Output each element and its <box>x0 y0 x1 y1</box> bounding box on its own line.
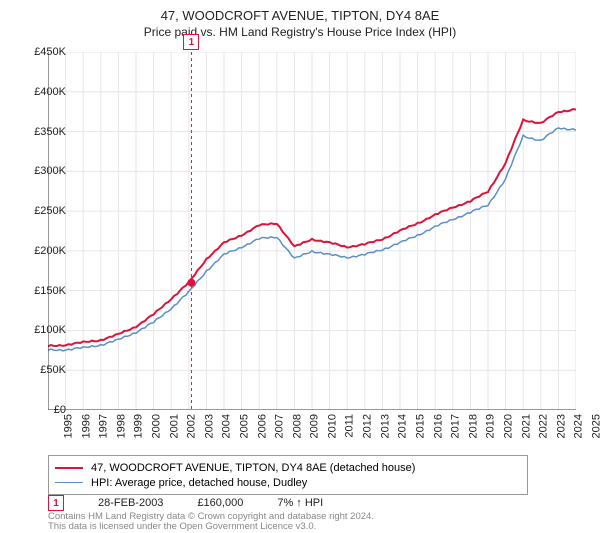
x-axis-tick-label: 2007 <box>274 414 286 438</box>
arrow-up-icon: ↑ <box>296 497 302 509</box>
footer-line1: Contains HM Land Registry data © Crown c… <box>48 511 374 522</box>
x-axis-tick-label: 2000 <box>150 414 162 438</box>
x-axis-tick-label: 2009 <box>309 414 321 438</box>
x-axis-tick-label: 2013 <box>379 414 391 438</box>
x-axis-tick-label: 1997 <box>98 414 110 438</box>
marker-price: £160,000 <box>197 497 243 509</box>
x-axis-tick-label: 1998 <box>115 414 127 438</box>
x-axis-tick-label: 2020 <box>502 414 514 438</box>
chart-svg <box>48 52 576 410</box>
x-axis-tick-label: 2016 <box>432 414 444 438</box>
marker-date: 28-FEB-2003 <box>98 497 163 509</box>
legend-swatch <box>55 467 83 469</box>
x-axis-tick-label: 2024 <box>573 414 585 438</box>
x-axis-tick-label: 2010 <box>326 414 338 438</box>
marker-pct-group: 7% ↑ HPI <box>277 497 323 509</box>
marker-badge: 1 <box>48 495 64 511</box>
y-axis-tick-label: £200K <box>34 245 66 257</box>
chart-title-line2: Price paid vs. HM Land Registry's House … <box>0 25 600 39</box>
x-axis-tick-label: 2011 <box>343 414 355 438</box>
x-axis-tick-label: 2006 <box>256 414 268 438</box>
x-axis-tick-label: 2002 <box>186 414 198 438</box>
y-axis-tick-label: £250K <box>34 205 66 217</box>
marker-badge-text: 1 <box>53 498 59 509</box>
y-axis-tick-label: £350K <box>34 126 66 138</box>
footer-line2: This data is licensed under the Open Gov… <box>48 521 316 532</box>
x-axis-tick-label: 2001 <box>168 414 180 438</box>
x-axis-tick-label: 2022 <box>538 414 550 438</box>
marker-callout-label: 1 <box>189 37 195 48</box>
marker-pct: 7% <box>277 497 293 509</box>
chart-plot-area <box>48 52 576 410</box>
y-axis-tick-label: £100K <box>34 324 66 336</box>
legend: 47, WOODCROFT AVENUE, TIPTON, DY4 8AE (d… <box>48 455 528 495</box>
legend-label: 47, WOODCROFT AVENUE, TIPTON, DY4 8AE (d… <box>91 462 415 474</box>
marker-callout-box: 1 <box>183 34 199 50</box>
marker-note: HPI <box>305 497 323 509</box>
x-axis-tick-label: 2004 <box>221 414 233 438</box>
chart-title-line1: 47, WOODCROFT AVENUE, TIPTON, DY4 8AE <box>0 8 600 23</box>
x-axis-tick-label: 1999 <box>133 414 145 438</box>
y-axis-tick-label: £400K <box>34 86 66 98</box>
legend-label: HPI: Average price, detached house, Dudl… <box>91 477 307 489</box>
x-axis-tick-label: 1996 <box>80 414 92 438</box>
x-axis-tick-label: 2018 <box>467 414 479 438</box>
x-axis-tick-label: 2021 <box>520 414 532 438</box>
x-axis-tick-label: 2023 <box>555 414 567 438</box>
y-axis-tick-label: £300K <box>34 165 66 177</box>
x-axis-tick-label: 2003 <box>203 414 215 438</box>
x-axis-tick-label: 2019 <box>485 414 497 438</box>
y-axis-tick-label: £50K <box>40 364 66 376</box>
x-axis-tick-label: 2014 <box>397 414 409 438</box>
legend-item: 47, WOODCROFT AVENUE, TIPTON, DY4 8AE (d… <box>55 460 521 475</box>
x-axis-tick-label: 2025 <box>590 414 600 438</box>
x-axis-tick-label: 2017 <box>450 414 462 438</box>
y-axis-tick-label: £450K <box>34 46 66 58</box>
legend-item: HPI: Average price, detached house, Dudl… <box>55 475 521 490</box>
x-axis-tick-label: 1995 <box>62 414 74 438</box>
x-axis-tick-label: 2012 <box>362 414 374 438</box>
x-axis-tick-label: 2005 <box>238 414 250 438</box>
x-axis-tick-label: 2015 <box>414 414 426 438</box>
legend-swatch <box>55 482 83 484</box>
marker-detail-row: 1 28-FEB-2003 £160,000 7% ↑ HPI <box>48 495 323 511</box>
y-axis-tick-label: £150K <box>34 285 66 297</box>
x-axis-tick-label: 2008 <box>291 414 303 438</box>
